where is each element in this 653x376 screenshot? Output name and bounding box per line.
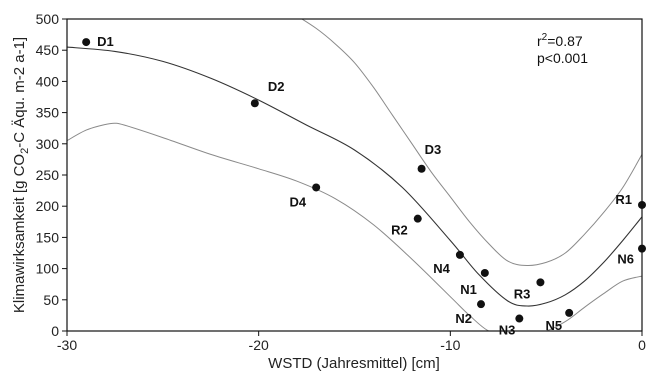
p-value-annotation: p<0.001	[537, 50, 588, 66]
point-label-n2: N2	[455, 311, 472, 326]
data-point-r2	[413, 214, 422, 223]
data-point-d4	[312, 183, 321, 192]
point-label-r3: R3	[514, 286, 531, 301]
x-tick-label: -20	[249, 337, 269, 353]
point-label-r1: R1	[615, 192, 632, 207]
point-label-d2: D2	[268, 79, 285, 94]
data-point-d1	[82, 38, 91, 47]
point-label-n4: N4	[433, 261, 450, 276]
point-label-d3: D3	[425, 142, 442, 157]
y-axis-title: Klimawirksamkeit [g CO2-C Äqu. m-2 a-1]	[11, 37, 31, 313]
data-point-d3	[417, 164, 426, 173]
data-point-n1	[480, 268, 489, 277]
y-tick-label: 0	[51, 323, 59, 339]
y-tick-labels: 0 50 100 150 200 250 300 350 400 450 500	[36, 11, 60, 339]
y-tick-label: 350	[36, 105, 60, 121]
r-squared-annotation: r2=0.87	[537, 32, 583, 49]
regression-fit-curve	[67, 46, 642, 307]
y-tick-label: 100	[36, 261, 60, 277]
data-point-r3	[536, 278, 545, 287]
y-axis-title-part-2: -C Äqu. m-2 a-1]	[11, 37, 28, 148]
point-label-d1: D1	[97, 34, 114, 49]
y-tick-label: 400	[36, 73, 60, 89]
data-point-n4	[455, 250, 464, 259]
y-tick-label: 250	[36, 167, 60, 183]
x-tick-labels: -30 -20 -10 0	[57, 337, 646, 353]
point-label-n6: N6	[617, 252, 634, 267]
x-tick-label: -30	[57, 337, 77, 353]
y-axis-title-part-1: Klimawirksamkeit [g CO	[11, 154, 28, 313]
point-label-d4: D4	[290, 194, 307, 209]
upper-confidence-band	[300, 19, 642, 267]
data-point-d2	[250, 99, 259, 108]
point-label-n3: N3	[499, 323, 516, 338]
y-tick-label: 500	[36, 11, 60, 27]
r-squared-superscript: 2	[542, 32, 548, 43]
data-point-n3	[515, 314, 524, 323]
y-tick-label: 300	[36, 136, 60, 152]
point-label-n1: N1	[460, 282, 477, 297]
point-label-n5: N5	[546, 318, 563, 333]
y-tick-label: 450	[36, 42, 60, 58]
y-tick-label: 150	[36, 229, 60, 245]
lower-confidence-band	[67, 122, 642, 331]
y-tick-label: 200	[36, 198, 60, 214]
x-tick-label: -10	[440, 337, 460, 353]
plot-frame	[66, 18, 643, 332]
data-point-n5	[565, 308, 574, 317]
x-axis-title: WSTD (Jahresmittel) [cm]	[268, 355, 440, 372]
r-squared-value: =0.87	[547, 33, 583, 49]
data-points	[82, 38, 646, 323]
point-label-r2: R2	[391, 223, 408, 238]
y-tick-label: 50	[43, 292, 59, 308]
tick-marks	[62, 18, 643, 336]
point-labels: D1 D2 D4 D3 R2 N4 N1 N2 N3 R3 N5 R1 N6	[97, 34, 634, 337]
fit-lines	[67, 19, 642, 331]
x-tick-label: 0	[638, 337, 646, 353]
data-point-n2	[477, 300, 485, 309]
r-squared-symbol: r	[537, 33, 542, 49]
y-axis-title-subscript: 2	[19, 148, 31, 154]
